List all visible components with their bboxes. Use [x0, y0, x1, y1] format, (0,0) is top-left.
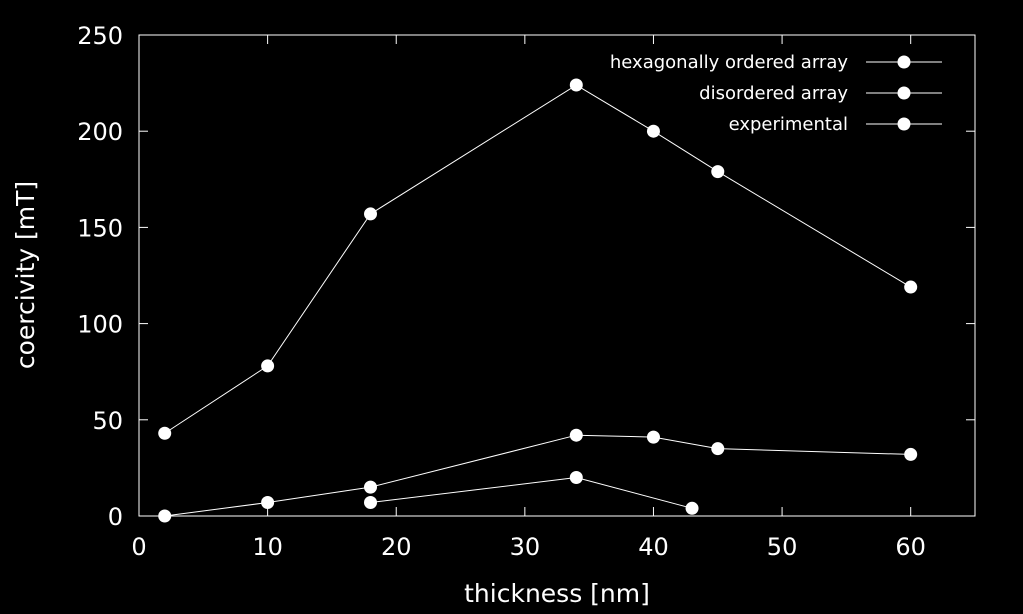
- data-point: [261, 496, 275, 510]
- series-0: [158, 78, 918, 440]
- x-axis-label: thickness [nm]: [464, 579, 650, 608]
- data-point: [364, 496, 378, 510]
- data-point: [364, 480, 378, 494]
- legend-label: hexagonally ordered array: [610, 52, 848, 73]
- data-point: [569, 428, 583, 442]
- y-tick-label: 0: [108, 503, 123, 531]
- data-point: [569, 471, 583, 485]
- axis-ticks: [138, 34, 975, 517]
- x-tick-label: 30: [510, 533, 541, 561]
- data-point: [904, 447, 918, 461]
- y-tick-label: 200: [77, 118, 123, 146]
- legend-marker: [897, 55, 911, 69]
- data-point: [646, 430, 660, 444]
- data-point: [685, 501, 699, 515]
- y-tick-label: 250: [77, 22, 123, 50]
- series-layer: [158, 78, 918, 523]
- legend-entry-0: hexagonally ordered array: [610, 52, 942, 73]
- y-tick-label: 150: [77, 214, 123, 242]
- data-point: [569, 78, 583, 92]
- y-tick-label: 100: [77, 311, 123, 339]
- data-point: [158, 509, 172, 523]
- x-tick-label: 50: [767, 533, 798, 561]
- series-2: [364, 471, 699, 515]
- data-point: [646, 124, 660, 138]
- data-point: [261, 359, 275, 373]
- legend-entry-2: experimental: [729, 114, 942, 135]
- x-tick-label: 0: [131, 533, 146, 561]
- data-point: [158, 426, 172, 440]
- data-point: [904, 280, 918, 294]
- tick-labels: 0 10 20 30 40 50 60 0 50 100 150 200 250: [77, 22, 926, 561]
- x-tick-label: 40: [638, 533, 669, 561]
- x-tick-label: 60: [895, 533, 926, 561]
- plot-frame: [138, 34, 976, 517]
- y-axis-label: coercivity [mT]: [11, 181, 40, 369]
- legend-entry-1: disordered array: [699, 83, 942, 104]
- x-tick-label: 20: [381, 533, 412, 561]
- legend-label: experimental: [729, 114, 848, 135]
- data-point: [711, 442, 725, 456]
- legend-marker: [897, 117, 911, 131]
- legend-label: disordered array: [699, 83, 848, 104]
- x-tick-label: 10: [252, 533, 283, 561]
- y-tick-label: 50: [92, 407, 123, 435]
- legend: hexagonally ordered array disordered arra…: [610, 52, 942, 135]
- data-point: [364, 207, 378, 221]
- series-1: [158, 428, 918, 523]
- legend-marker: [897, 86, 911, 100]
- data-point: [711, 165, 725, 179]
